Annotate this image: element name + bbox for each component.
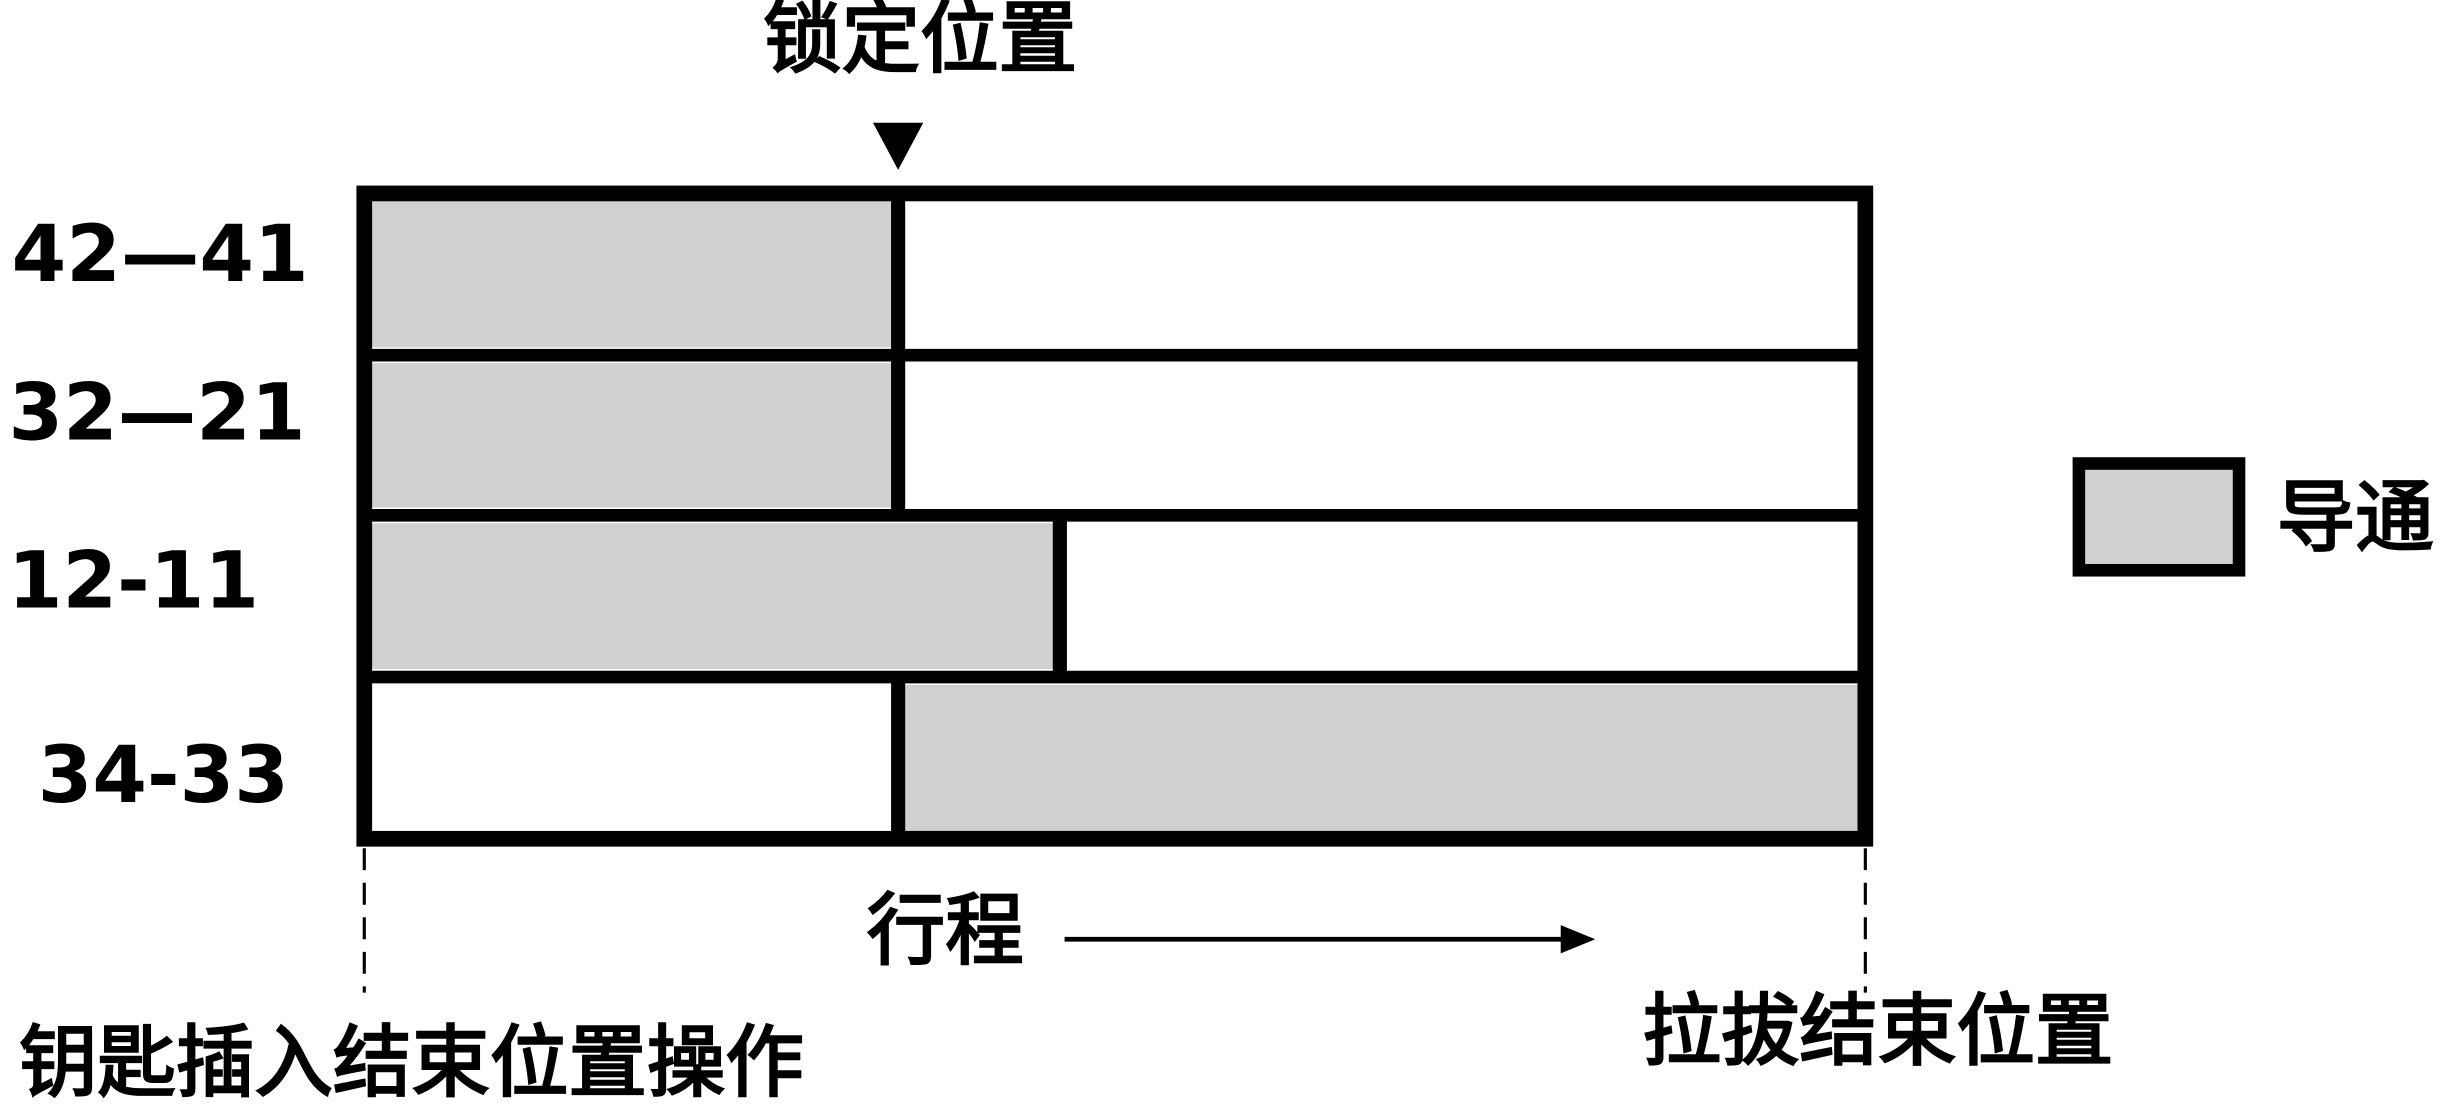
lock-marker xyxy=(873,122,924,170)
row-label: 12-11 xyxy=(8,534,259,626)
row-label: 34-33 xyxy=(38,729,289,821)
axis-label: 行程 xyxy=(867,885,1024,977)
conducting-segment xyxy=(904,684,1863,835)
shaded-segments xyxy=(370,201,1863,835)
start-label: 钥匙插入结束位置操作 xyxy=(19,1016,804,1108)
lock-position-label: 锁定位置 xyxy=(763,0,1077,85)
legend-label: 导通 xyxy=(2277,472,2435,564)
conducting-segment xyxy=(370,201,892,348)
end-label: 拉拔结束位置 xyxy=(1642,985,2113,1077)
grid xyxy=(356,185,1874,847)
conducting-segment xyxy=(370,523,1054,670)
conducting-segment xyxy=(370,363,892,508)
legend-swatch xyxy=(2072,457,2246,577)
travel-arrowhead xyxy=(1560,925,1596,954)
row-label: 32—21 xyxy=(9,366,306,458)
row-label: 42—41 xyxy=(12,208,309,300)
